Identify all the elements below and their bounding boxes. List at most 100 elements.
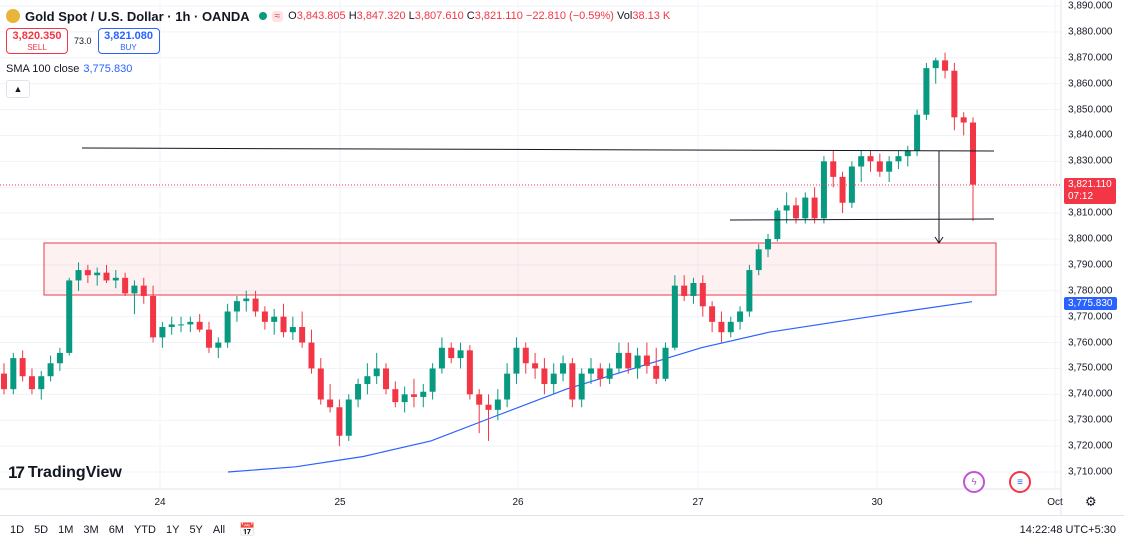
candle[interactable] [755, 244, 762, 276]
candle[interactable] [271, 308, 278, 335]
range-button-all[interactable]: All [212, 524, 226, 536]
candle[interactable] [932, 57, 939, 84]
candle[interactable] [243, 290, 250, 312]
candle[interactable] [233, 295, 240, 322]
candle[interactable] [802, 192, 809, 224]
candle[interactable] [466, 345, 473, 400]
candle[interactable] [615, 342, 622, 374]
candle[interactable] [410, 378, 417, 408]
range-button-6m[interactable]: 6M [108, 524, 124, 536]
candle[interactable] [373, 352, 380, 384]
candle[interactable] [662, 342, 669, 382]
candle[interactable] [457, 342, 464, 369]
tradingview-logo[interactable]: 17 TradingView [8, 463, 122, 483]
candle[interactable] [737, 306, 744, 330]
range-button-1m[interactable]: 1M [58, 524, 74, 536]
candle[interactable] [550, 363, 557, 395]
candle[interactable] [727, 316, 734, 338]
candle[interactable] [150, 285, 157, 343]
candle[interactable] [429, 363, 436, 400]
candle[interactable] [625, 342, 632, 374]
candle[interactable] [970, 117, 976, 221]
candle[interactable] [38, 371, 45, 400]
candle[interactable] [951, 62, 958, 131]
candle[interactable] [168, 316, 175, 335]
candle[interactable] [187, 316, 194, 333]
candle[interactable] [94, 267, 101, 286]
candle[interactable] [476, 389, 483, 434]
indicator-legend[interactable]: SMA 100 close 3,775.830 [6, 63, 132, 75]
candle[interactable] [653, 347, 660, 384]
candle[interactable] [587, 358, 594, 384]
candle[interactable] [178, 316, 185, 333]
candle[interactable] [28, 368, 35, 395]
settings-gear-icon[interactable]: ⚙ [1085, 494, 1097, 509]
candle[interactable] [355, 378, 362, 408]
lightning-icon[interactable]: ϟ [963, 471, 985, 493]
candle[interactable] [103, 264, 110, 284]
collapse-legend-button[interactable]: ▲ [6, 80, 30, 98]
candle[interactable] [308, 329, 315, 374]
candle[interactable] [345, 394, 352, 441]
candle[interactable] [215, 337, 222, 359]
range-button-5y[interactable]: 5Y [189, 524, 203, 536]
candle[interactable] [783, 192, 790, 224]
candle[interactable] [224, 303, 231, 348]
candle[interactable] [122, 272, 129, 296]
candle[interactable] [485, 394, 492, 441]
candle[interactable] [196, 314, 203, 333]
demand-zone-rectangle[interactable] [43, 242, 997, 296]
candle[interactable] [252, 290, 259, 317]
candle[interactable] [159, 321, 166, 348]
candle[interactable] [709, 301, 716, 333]
candle[interactable] [634, 347, 641, 379]
buy-button[interactable]: 3,821.080 BUY [97, 28, 160, 54]
candle[interactable] [923, 62, 930, 120]
candle[interactable] [261, 306, 268, 330]
candle[interactable] [205, 321, 212, 353]
candle[interactable] [811, 187, 818, 224]
candle[interactable] [960, 112, 967, 136]
candle[interactable] [364, 363, 371, 395]
clock[interactable]: 14:22:48 UTC+5:30 [1019, 524, 1116, 536]
candle[interactable] [513, 337, 520, 384]
candle[interactable] [718, 311, 725, 343]
range-button-ytd[interactable]: YTD [133, 524, 156, 536]
candle[interactable] [578, 368, 585, 408]
candle[interactable] [569, 358, 576, 408]
support-line[interactable] [729, 218, 995, 221]
candle[interactable] [643, 342, 650, 374]
candle[interactable] [522, 342, 529, 374]
candle[interactable] [75, 262, 82, 291]
candle[interactable] [504, 363, 511, 408]
candle[interactable] [280, 303, 287, 338]
candle[interactable] [681, 275, 688, 302]
candle[interactable] [848, 161, 855, 208]
candle[interactable] [112, 270, 119, 289]
sell-button[interactable]: 3,820.350 SELL [6, 28, 68, 54]
symbol-title[interactable]: Gold Spot / U.S. Dollar · 1h · OANDA [25, 8, 250, 24]
candle[interactable] [66, 277, 73, 356]
candle[interactable] [438, 337, 445, 374]
calendar-range-icon[interactable]: 📅 [239, 522, 256, 537]
candle[interactable] [914, 109, 921, 157]
candle[interactable] [942, 52, 949, 79]
candle[interactable] [792, 197, 799, 224]
candle[interactable] [19, 350, 26, 382]
candle[interactable] [140, 277, 147, 304]
candle[interactable] [1, 363, 7, 395]
candle[interactable] [289, 316, 296, 340]
candle[interactable] [84, 264, 91, 284]
candle[interactable] [392, 381, 399, 408]
candle[interactable] [746, 264, 753, 317]
candle[interactable] [699, 275, 706, 317]
candle[interactable] [56, 347, 63, 372]
candle[interactable] [597, 363, 604, 387]
range-button-5d[interactable]: 5D [34, 524, 49, 536]
candle[interactable] [820, 156, 827, 224]
candle[interactable] [606, 363, 613, 384]
us-flag-icon[interactable]: ≡ [1009, 471, 1031, 493]
price-chart[interactable] [0, 0, 1124, 515]
candle[interactable] [858, 150, 865, 183]
candle[interactable] [830, 150, 837, 188]
